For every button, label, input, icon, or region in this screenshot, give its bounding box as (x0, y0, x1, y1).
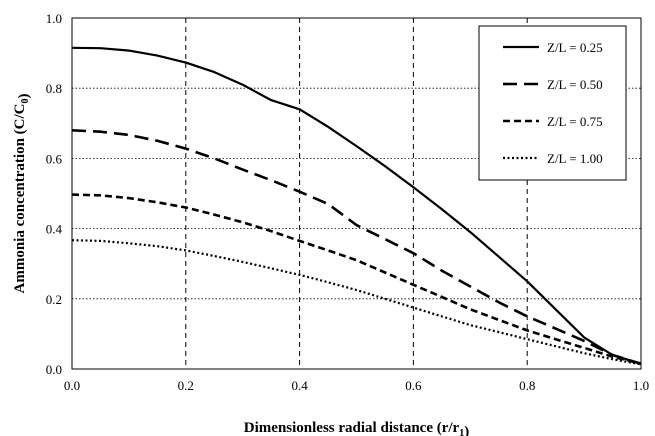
y-tick-label: 0.0 (46, 362, 62, 377)
x-tick-label: 1.0 (633, 378, 649, 393)
series-line-1 (71, 46, 642, 365)
y-tick-label: 0.4 (46, 222, 63, 237)
y-axis-ticks: 0.0 0.2 0.4 0.6 0.8 1.0 (46, 11, 63, 377)
plot-frame (71, 17, 642, 370)
x-tick-label: 0.2 (178, 378, 194, 393)
x-axis-ticks: 0.0 0.2 0.4 0.6 0.8 1.0 (64, 378, 649, 393)
x-axis-title: Dimensionless radial distance (r/r1) (244, 420, 469, 436)
legend-box (478, 25, 627, 181)
y-tick-label: 0.2 (46, 292, 62, 307)
x-tick-label: 0.6 (405, 378, 422, 393)
legend-label: Z/L = 1.00 (547, 151, 603, 166)
legend-label: Z/L = 0.50 (547, 77, 603, 92)
legend-label: Z/L = 0.25 (547, 40, 603, 55)
series-line-3 (71, 193, 642, 365)
series-line-4 (71, 239, 642, 366)
legend: Z/L = 0.25 Z/L = 0.50 Z/L = 0.75 Z/L = 1.00 (478, 25, 627, 181)
y-tick-label: 0.8 (46, 81, 62, 96)
x-tick-label: 0.0 (64, 378, 80, 393)
x-tick-label: 0.8 (519, 378, 535, 393)
y-tick-label: 0.6 (46, 151, 63, 166)
series-layer (71, 46, 642, 366)
legend-label: Z/L = 0.75 (547, 114, 603, 129)
y-tick-label: 1.0 (46, 11, 62, 26)
y-axis-title: Ammonia concentration (C/C0) (12, 94, 32, 294)
series-line-2 (71, 129, 642, 365)
x-tick-label: 0.4 (291, 378, 308, 393)
